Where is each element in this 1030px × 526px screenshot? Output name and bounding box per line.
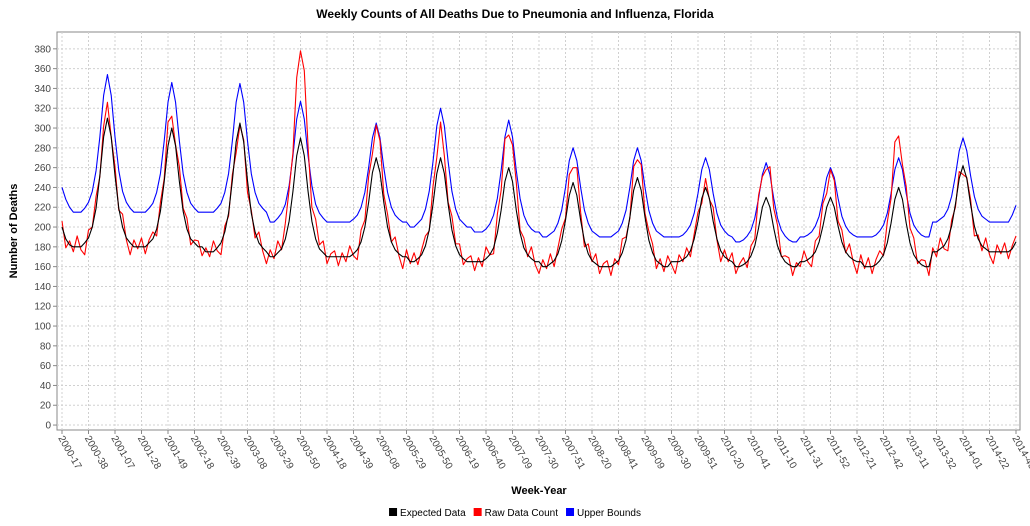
- y-tick-label: 20: [40, 401, 52, 412]
- x-tick-label: 2007-51: [559, 434, 587, 472]
- y-tick-label: 300: [34, 124, 51, 135]
- legend-swatch: [389, 508, 398, 516]
- legend: Expected Data Raw Data Count Upper Bounds: [389, 508, 641, 519]
- y-tick-label: 160: [34, 262, 51, 273]
- legend-label: Upper Bounds: [577, 508, 641, 519]
- plot-area: [56, 31, 1021, 431]
- series-line: [61, 74, 1017, 243]
- x-tick-label: 2005-29: [400, 434, 428, 472]
- series-line: [61, 50, 1017, 277]
- x-tick-label: 2003-50: [294, 434, 322, 472]
- x-tick-label: 2011-31: [797, 434, 825, 471]
- y-tick-label: 100: [34, 322, 51, 333]
- x-tick-label: 2012-42: [877, 434, 905, 472]
- legend-swatch: [473, 508, 482, 516]
- y-tick-label: 140: [34, 282, 51, 293]
- legend-label: Raw Data Count: [485, 508, 559, 519]
- x-tick-label: 2002-39: [214, 434, 242, 472]
- y-tick-label: 320: [34, 104, 51, 115]
- y-tick-label: 240: [34, 183, 51, 194]
- y-tick-label: 80: [40, 341, 52, 352]
- x-tick-label: 2006-19: [453, 434, 481, 472]
- x-tick-label: 2004-39: [347, 434, 375, 472]
- y-tick-label: 360: [34, 64, 51, 75]
- x-tick-label: 2001-07: [108, 434, 136, 472]
- x-tick-label: 2001-28: [135, 434, 163, 472]
- chart-title: Weekly Counts of All Deaths Due to Pneum…: [316, 7, 714, 21]
- x-tick-label: 2008-41: [612, 434, 640, 472]
- x-tick-label: 2002-18: [188, 434, 216, 472]
- x-tick-label: 2014-01: [956, 434, 984, 472]
- x-tick-label: 2005-08: [373, 434, 401, 472]
- y-tick-label: 120: [34, 302, 51, 313]
- x-tick-label: 2014-43: [1009, 434, 1030, 472]
- y-tick-label: 380: [34, 44, 51, 55]
- y-tick-label: 40: [40, 381, 52, 392]
- y-tick-label: 280: [34, 143, 51, 154]
- x-tick-label: 2011-52: [824, 434, 852, 471]
- x-tick-label: 2009-51: [691, 434, 719, 472]
- x-tick-label: 2000-17: [55, 434, 83, 472]
- x-tick-label: 2006-40: [479, 434, 507, 472]
- x-tick-label: 2013-11: [903, 434, 931, 471]
- y-tick-label: 220: [34, 203, 51, 214]
- x-tick-label: 2008-20: [585, 434, 613, 472]
- x-tick-label: 2003-29: [267, 434, 295, 472]
- x-tick-label: 2011-10: [771, 434, 799, 471]
- legend-label: Expected Data: [400, 508, 466, 519]
- x-tick-label: 2010-41: [744, 434, 772, 472]
- x-tick-label: 2003-08: [241, 434, 269, 472]
- y-tick-label: 340: [34, 84, 51, 95]
- y-tick-label: 200: [34, 223, 51, 234]
- x-tick-label: 2009-09: [638, 434, 666, 472]
- x-axis-title: Week-Year: [511, 485, 567, 497]
- x-tick-label: 2005-50: [426, 434, 454, 472]
- y-tick-label: 0: [45, 421, 51, 432]
- x-tick-label: 2007-30: [532, 434, 560, 472]
- series-line: [61, 117, 1017, 268]
- x-tick-label: 2001-49: [161, 434, 189, 472]
- y-axis-title: Number of Deaths: [8, 184, 20, 279]
- x-tick-label: 2009-30: [665, 434, 693, 472]
- y-tick-label: 260: [34, 163, 51, 174]
- x-tick-label: 2004-18: [320, 434, 348, 472]
- x-tick-label: 2012-21: [850, 434, 878, 472]
- x-tick-label: 2014-22: [983, 434, 1011, 472]
- x-tick-label: 2010-20: [718, 434, 746, 472]
- x-tick-label: 2013-32: [930, 434, 958, 472]
- x-tick-label: 2007-09: [506, 434, 534, 472]
- legend-swatch: [566, 508, 575, 516]
- y-tick-label: 180: [34, 242, 51, 253]
- y-tick-label: 60: [40, 361, 52, 372]
- x-tick-label: 2000-38: [82, 434, 110, 472]
